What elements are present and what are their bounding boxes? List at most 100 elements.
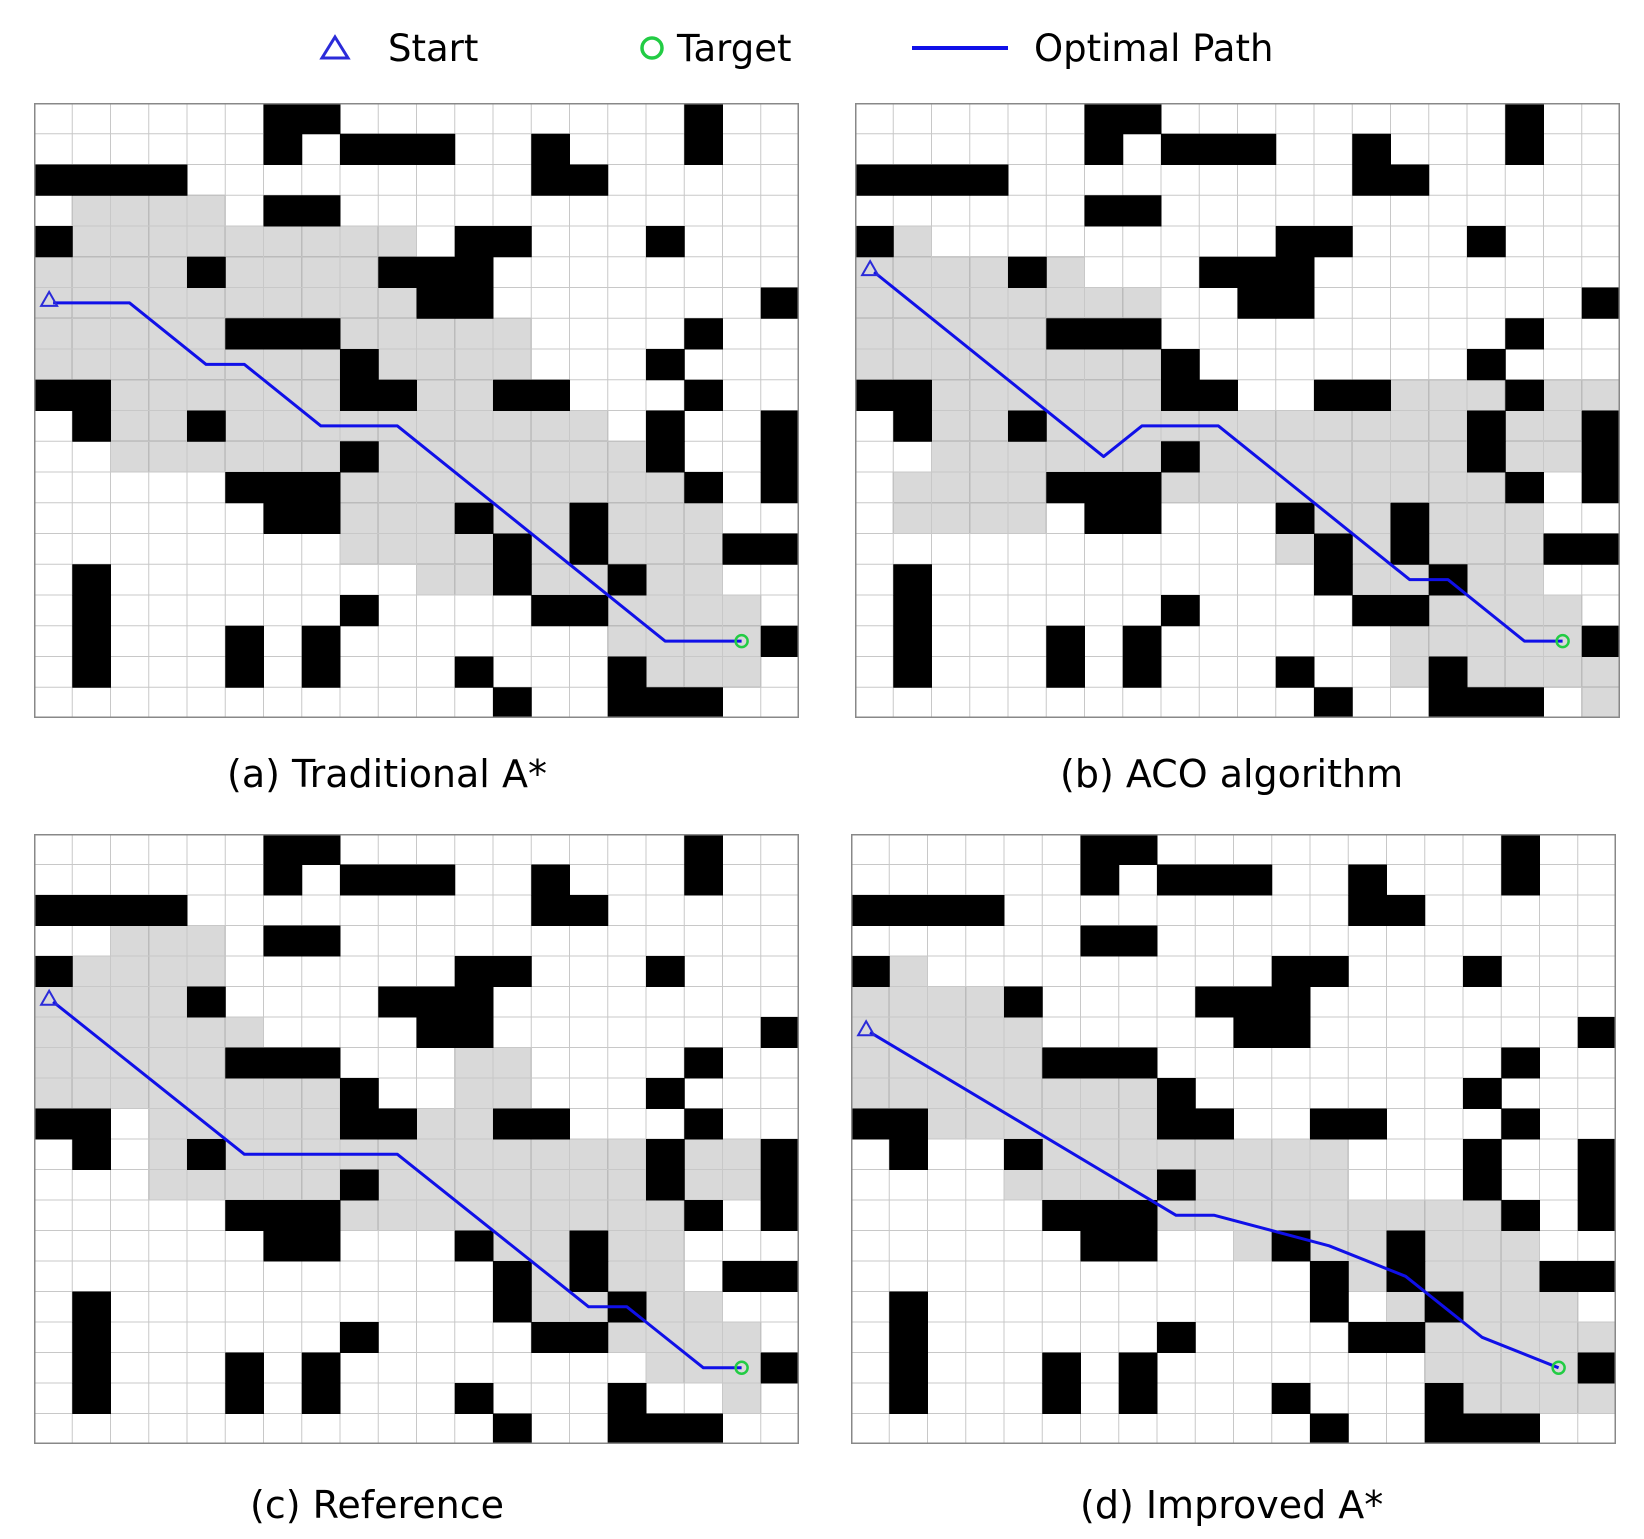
obstacle-cell xyxy=(1004,1139,1043,1170)
explored-cell xyxy=(263,1077,303,1109)
explored-cell xyxy=(301,1169,341,1201)
explored-cell xyxy=(454,1169,494,1201)
obstacle-cell xyxy=(72,1291,111,1323)
explored-cell xyxy=(607,1199,647,1231)
obstacle-cell xyxy=(34,1108,73,1140)
obstacle-cell xyxy=(1581,533,1620,565)
obstacle-cell xyxy=(1463,1139,1502,1170)
explored-cell xyxy=(1466,563,1506,596)
explored-cell xyxy=(645,1260,685,1292)
explored-cell xyxy=(1424,1230,1464,1262)
obstacle-cell xyxy=(1505,318,1544,350)
obstacle-cell xyxy=(760,1017,799,1048)
explored-cell xyxy=(1466,625,1506,657)
obstacle-cell xyxy=(889,1352,928,1384)
explored-cell xyxy=(1045,287,1085,319)
explored-cell xyxy=(931,410,971,442)
obstacle-cell xyxy=(1424,1383,1464,1414)
explored-cell xyxy=(607,502,647,534)
obstacle-cell xyxy=(1122,656,1162,688)
obstacle-cell xyxy=(416,133,456,165)
obstacle-cell xyxy=(1501,834,1540,865)
obstacle-cell xyxy=(301,502,341,534)
obstacle-cell xyxy=(378,256,417,288)
explored-cell xyxy=(148,256,188,288)
obstacle-cell xyxy=(684,1413,723,1444)
obstacle-cell xyxy=(1161,349,1200,381)
explored-cell xyxy=(1581,379,1620,411)
explored-cell xyxy=(416,379,456,411)
explored-cell xyxy=(110,440,150,473)
obstacle-cell xyxy=(646,956,685,987)
obstacle-cell xyxy=(646,410,685,442)
explored-cell xyxy=(1041,1169,1081,1201)
explored-cell xyxy=(683,533,723,565)
explored-cell xyxy=(892,502,932,534)
explored-cell xyxy=(892,348,932,381)
explored-cell xyxy=(186,194,226,227)
obstacle-cell xyxy=(301,318,341,350)
obstacle-cell xyxy=(263,1047,303,1079)
obstacle-cell xyxy=(263,864,303,896)
obstacle-cell xyxy=(1467,441,1506,473)
explored-cell xyxy=(454,410,494,442)
explored-cell xyxy=(339,287,379,319)
obstacle-cell xyxy=(1199,133,1238,165)
obstacle-cell xyxy=(646,441,685,473)
explored-cell xyxy=(1156,1138,1196,1170)
explored-cell xyxy=(416,471,456,504)
explored-cell xyxy=(454,1077,494,1109)
obstacle-cell xyxy=(722,533,762,565)
explored-cell xyxy=(931,379,971,411)
explored-cell xyxy=(492,348,532,381)
obstacle-cell xyxy=(889,1322,928,1353)
obstacle-cell xyxy=(263,103,303,135)
explored-cell xyxy=(339,225,379,258)
obstacle-cell xyxy=(1233,1017,1273,1048)
obstacle-cell xyxy=(340,441,379,473)
explored-cell xyxy=(71,955,111,987)
explored-cell xyxy=(931,440,971,473)
obstacle-cell xyxy=(454,226,494,258)
obstacle-cell xyxy=(187,1139,226,1170)
obstacle-cell xyxy=(301,1200,341,1231)
explored-cell xyxy=(1045,348,1085,381)
obstacle-cell xyxy=(301,1352,341,1384)
circle-icon xyxy=(640,36,664,60)
explored-cell xyxy=(851,1077,890,1109)
obstacle-cell xyxy=(1042,1352,1081,1384)
explored-cell xyxy=(1007,348,1047,381)
explored-cell xyxy=(607,1169,647,1201)
explored-cell xyxy=(186,225,226,258)
obstacle-cell xyxy=(301,656,341,688)
obstacle-cell xyxy=(493,564,532,596)
explored-cell xyxy=(186,925,226,957)
explored-cell xyxy=(1424,1260,1464,1292)
obstacle-cell xyxy=(851,895,890,926)
explored-cell xyxy=(1466,656,1506,688)
explored-cell xyxy=(301,1077,341,1109)
explored-cell xyxy=(1351,410,1391,442)
obstacle-cell xyxy=(301,1383,341,1414)
caption-c: (c) Reference xyxy=(250,1483,504,1527)
explored-cell xyxy=(1386,1199,1426,1231)
obstacle-cell xyxy=(225,472,264,504)
explored-cell xyxy=(1007,502,1047,534)
explored-cell xyxy=(377,225,417,258)
map-frame xyxy=(34,103,799,718)
obstacle-cell xyxy=(454,1383,494,1414)
obstacle-cell xyxy=(927,895,967,926)
obstacle-cell xyxy=(1195,986,1234,1018)
obstacle-cell xyxy=(1505,687,1544,718)
explored-cell xyxy=(1462,1260,1502,1292)
explored-cell xyxy=(1424,1199,1464,1231)
obstacle-cell xyxy=(1199,256,1238,288)
obstacle-cell xyxy=(378,1108,417,1140)
explored-cell xyxy=(1543,656,1583,688)
explored-cell xyxy=(722,1321,762,1353)
obstacle-cell xyxy=(263,1230,303,1262)
explored-cell xyxy=(683,594,723,627)
obstacle-cell xyxy=(1501,1413,1540,1444)
obstacle-cell xyxy=(416,1017,456,1048)
explored-cell xyxy=(110,410,150,442)
